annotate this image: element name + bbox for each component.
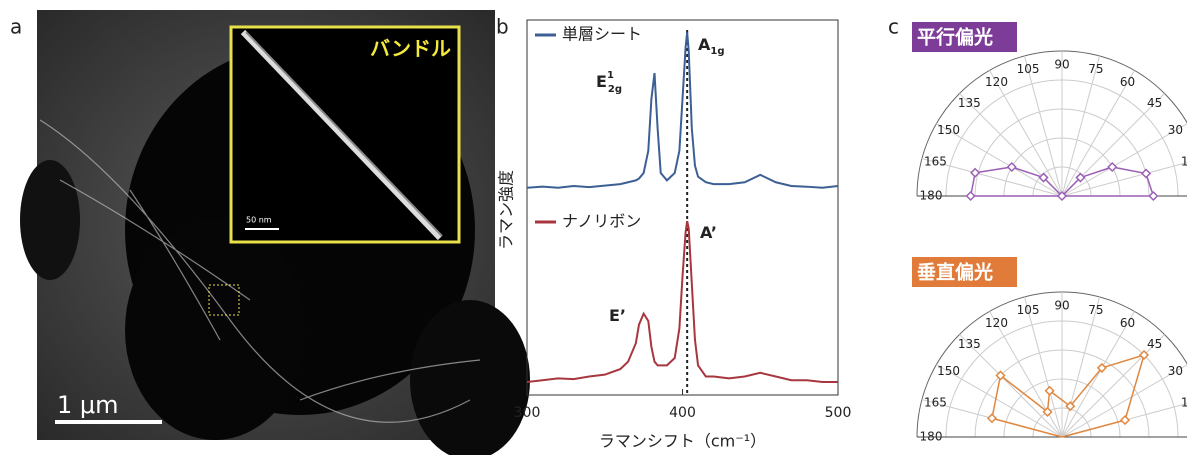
- angle-label: 165: [924, 396, 947, 410]
- inset-scale-label: 50 nm: [246, 216, 272, 225]
- angle-grid: [1062, 297, 1100, 437]
- x-tick-label: 300: [514, 405, 541, 421]
- figure: a b c バンドル 50 nm 1 μm 300 400 500 ラマンシフト（cm…: [0, 0, 1187, 455]
- panel-label: a: [10, 15, 22, 39]
- data-point: [1121, 416, 1129, 424]
- fit-curve: [992, 355, 1144, 437]
- polar-title: 垂直偏光: [917, 261, 993, 284]
- angle-label: 15: [1181, 396, 1187, 410]
- peak-label-sub: 1g: [710, 46, 724, 57]
- x-axis-label: ラマンシフト（cm⁻¹）: [599, 432, 766, 451]
- angle-label: 15: [1181, 155, 1187, 169]
- angle-grid: [990, 70, 1063, 196]
- scale-label: 1 μm: [57, 391, 119, 419]
- peak-label: A1g: [698, 35, 725, 58]
- peak-label-text: E’: [609, 306, 626, 325]
- angle-label: 75: [1088, 303, 1103, 317]
- plot-frame: [527, 20, 838, 395]
- peak-label: E1 2g: [596, 70, 622, 95]
- angle-label: 165: [924, 155, 947, 169]
- angle-label: 90: [1054, 299, 1069, 313]
- angle-label: 135: [958, 337, 981, 351]
- angle-label: 150: [937, 364, 960, 378]
- angle-grid: [1062, 70, 1135, 196]
- angle-label: 135: [958, 96, 981, 110]
- peak-label-text: A’: [700, 223, 717, 242]
- data-point: [1149, 192, 1157, 200]
- x-tick-label: 400: [669, 405, 696, 421]
- inset-label: バンドル: [370, 37, 451, 61]
- angle-label: 60: [1120, 316, 1135, 330]
- spectrum-line: [527, 221, 838, 382]
- peak-label-sup: 1: [607, 70, 614, 81]
- micrograph: バンドル 50 nm 1 μm: [20, 10, 530, 455]
- angle-label: 45: [1147, 96, 1162, 110]
- angle-grid: [1024, 297, 1062, 437]
- angle-label: 105: [1017, 303, 1040, 317]
- legend-label: ナノリボン: [562, 212, 641, 231]
- spectrum-line: [527, 32, 838, 187]
- angle-label: 90: [1054, 58, 1069, 72]
- angle-label: 75: [1088, 62, 1103, 76]
- peak-label: A’: [700, 223, 717, 242]
- angle-label: 30: [1168, 364, 1183, 378]
- peak-label: E’: [609, 306, 626, 325]
- angle-label: 105: [1017, 62, 1040, 76]
- data-point: [1008, 163, 1016, 171]
- x-tick-label: 500: [825, 405, 852, 421]
- data-point: [988, 414, 996, 422]
- panel-label: b: [496, 15, 509, 39]
- y-axis-label: ラマン強度: [497, 170, 516, 250]
- angle-label: 45: [1147, 337, 1162, 351]
- angle-label: 30: [1168, 123, 1183, 137]
- angle-label: 120: [985, 316, 1008, 330]
- peak-label-text: A: [698, 35, 711, 54]
- data-point: [1142, 169, 1150, 177]
- polar-title: 平行偏光: [917, 26, 993, 49]
- angle-label: 60: [1120, 75, 1135, 89]
- peak-label-text: E: [596, 72, 607, 91]
- angle-label: 120: [985, 75, 1008, 89]
- data-point: [967, 192, 975, 200]
- legend-label: 単層シート: [562, 25, 642, 44]
- peak-label-sub: 2g: [608, 84, 622, 95]
- data-point: [1108, 163, 1116, 171]
- data-point: [971, 169, 979, 177]
- panel-label: c: [888, 15, 899, 39]
- angle-label: 150: [937, 123, 960, 137]
